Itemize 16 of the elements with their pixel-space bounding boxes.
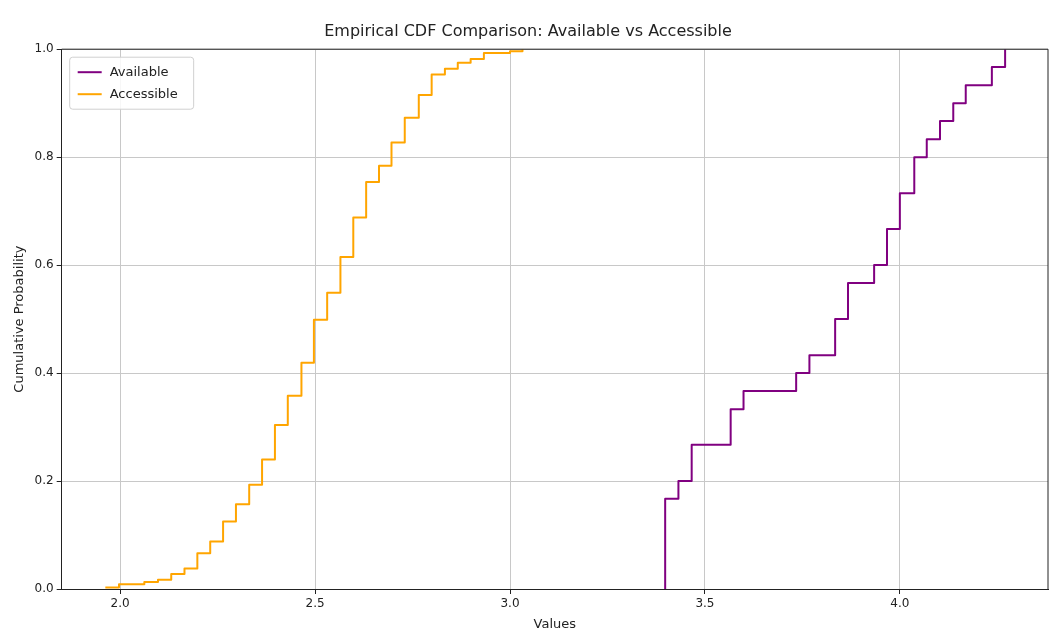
legend-label: Available bbox=[109, 63, 169, 79]
y-tick-label: 0.4 bbox=[34, 365, 54, 380]
x-tick-label: 2.5 bbox=[305, 596, 325, 611]
y-axis-title: Cumulative Probability bbox=[11, 245, 27, 393]
y-tick-label: 1.0 bbox=[34, 41, 54, 56]
x-tick-label: 2.0 bbox=[110, 596, 130, 611]
x-axis-title: Values bbox=[533, 615, 577, 631]
y-tick-label: 0.8 bbox=[34, 149, 54, 164]
x-tick-label: 3.0 bbox=[500, 596, 520, 611]
legend-label: Accessible bbox=[109, 85, 178, 101]
x-tick-label: 4.0 bbox=[890, 596, 910, 611]
x-tick-label: 3.5 bbox=[695, 596, 715, 611]
y-tick-label: 0.0 bbox=[34, 581, 54, 596]
chart-title: Empirical CDF Comparison: Available vs Accessible bbox=[324, 20, 732, 40]
y-tick-label: 0.6 bbox=[34, 257, 54, 272]
y-tick-label: 0.2 bbox=[34, 473, 54, 488]
